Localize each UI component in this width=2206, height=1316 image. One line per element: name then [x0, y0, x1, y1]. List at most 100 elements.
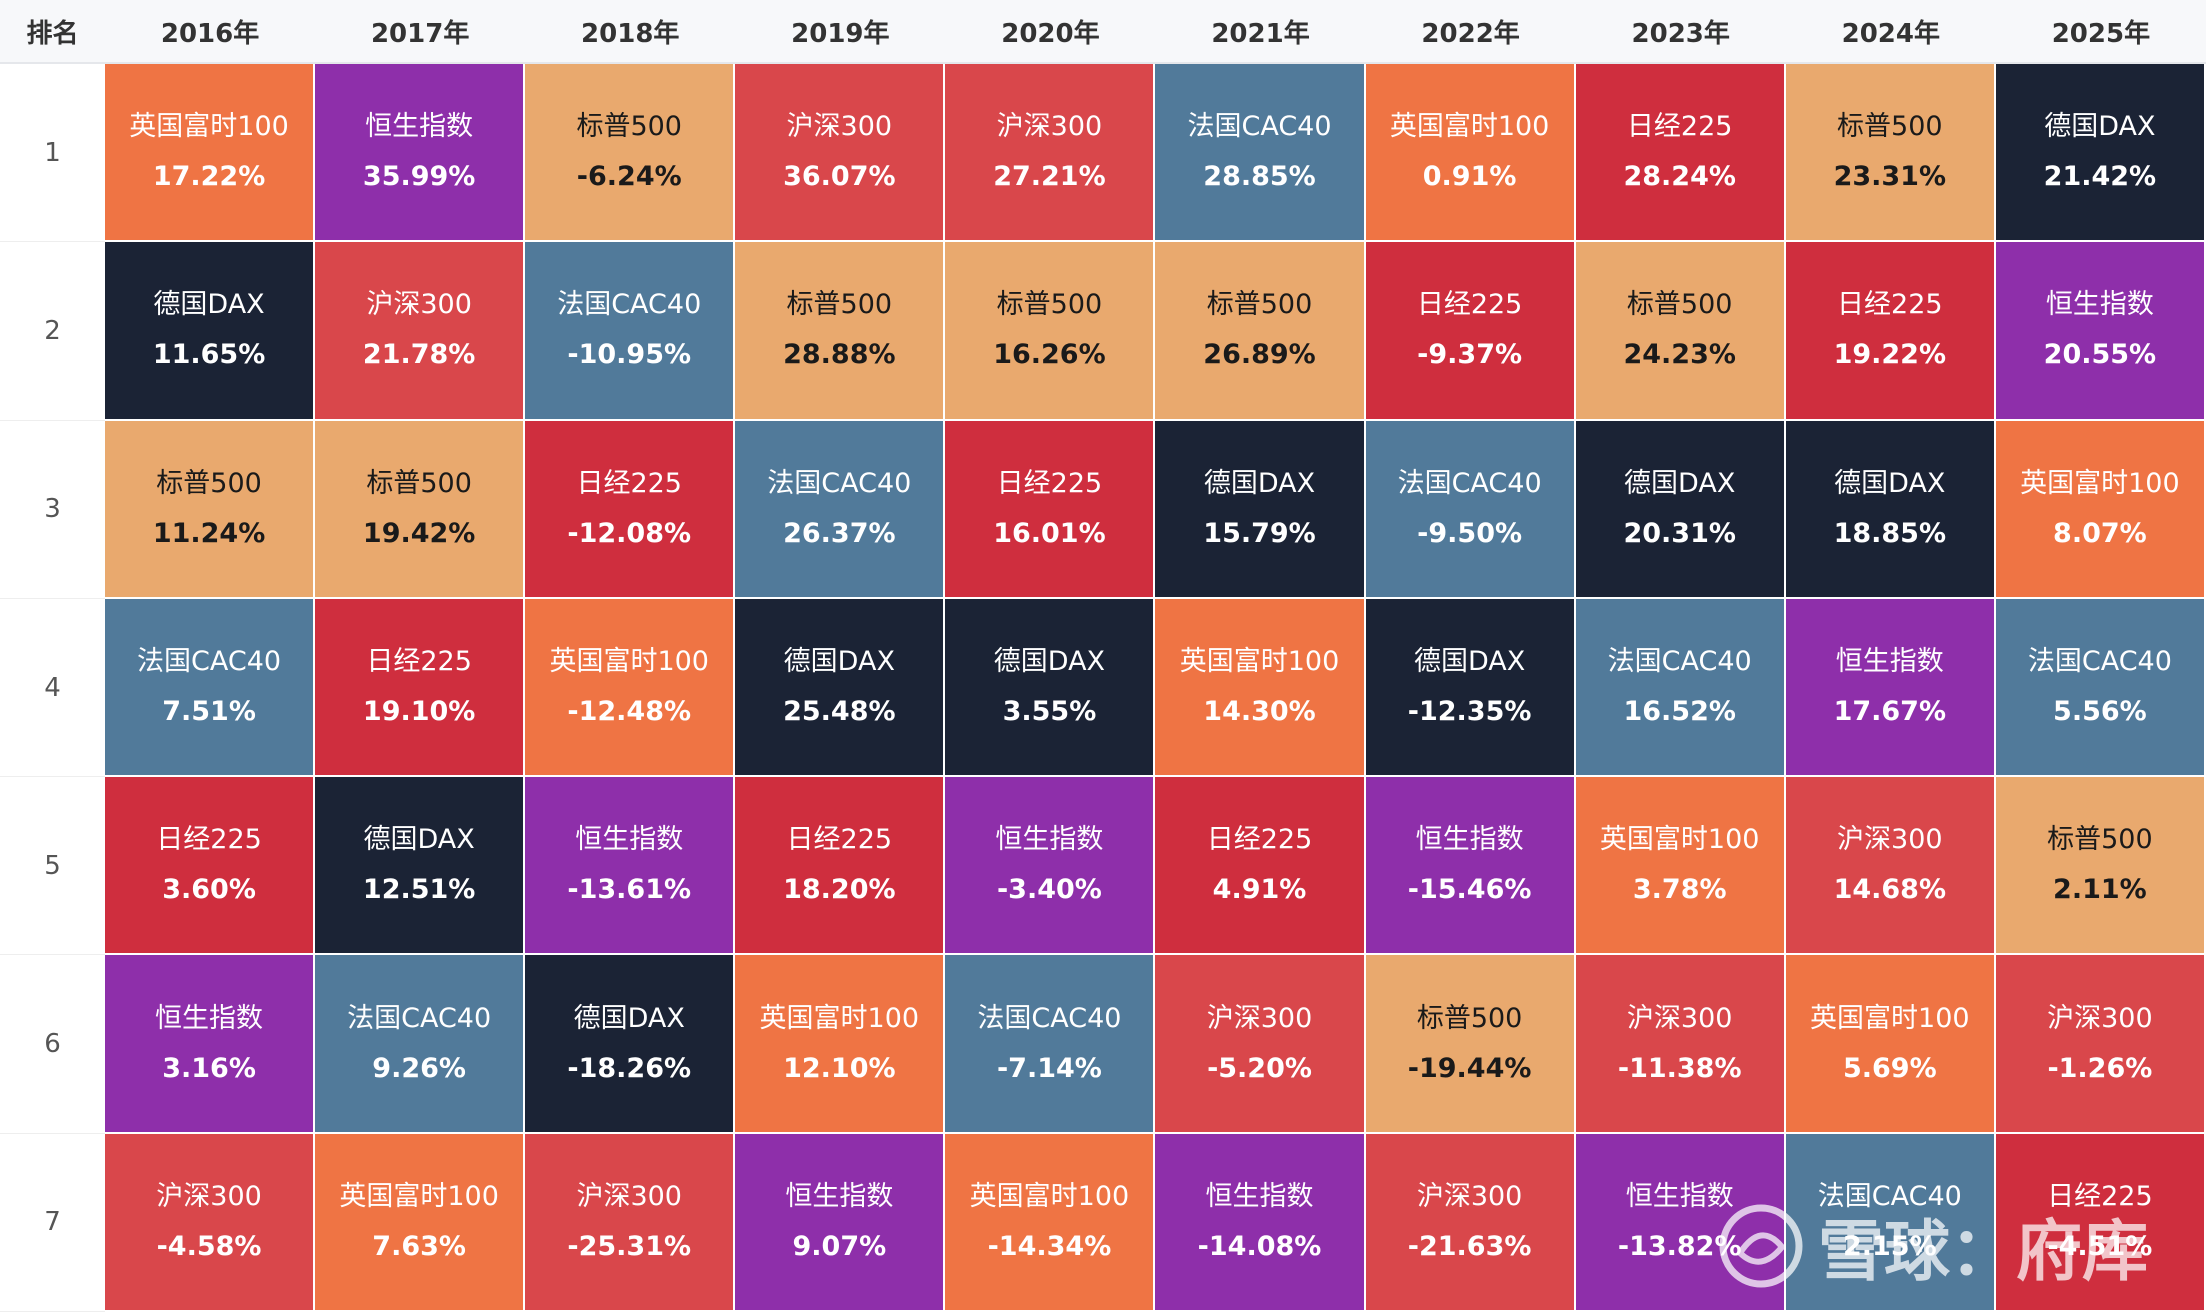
return-value: 35.99% — [362, 161, 476, 193]
return-value: 16.52% — [1623, 696, 1736, 728]
return-value: 8.07% — [2053, 517, 2147, 549]
heatmap-cell: 恒生指数 20.55% — [1995, 242, 2206, 421]
index-name: 标普500 — [1206, 289, 1313, 321]
index-name: 德国DAX — [1413, 646, 1526, 678]
heatmap-cell: 德国DAX 12.51% — [315, 777, 526, 956]
index-name: 法国CAC40 — [137, 646, 282, 678]
index-name: 德国DAX — [363, 824, 475, 856]
index-name: 沪深300 — [786, 111, 893, 143]
return-value: 26.37% — [783, 517, 896, 549]
index-name: 日经225 — [1416, 289, 1523, 321]
index-name: 恒生指数 — [1625, 1180, 1734, 1212]
heatmap-cell: 德国DAX 18.85% — [1785, 420, 1996, 599]
rank-label: 3 — [0, 420, 105, 599]
heatmap-cell: 恒生指数 -15.46% — [1365, 777, 1576, 956]
year-header: 2024年 — [1785, 0, 1996, 64]
heatmap-cell: 标普500 2.11% — [1995, 777, 2206, 956]
heatmap-cell: 英国富时100 8.07% — [1995, 420, 2206, 599]
return-value: 3.78% — [1632, 874, 1727, 906]
heatmap-cell: 沪深300 21.78% — [315, 242, 526, 421]
index-name: 日经225 — [996, 467, 1103, 499]
rank-label: 7 — [0, 1133, 105, 1313]
year-header: 2022年 — [1365, 0, 1576, 64]
return-value: -18.26% — [567, 1052, 692, 1084]
index-name: 日经225 — [2047, 1180, 2153, 1212]
return-value: 3.60% — [162, 874, 256, 906]
index-name: 英国富时100 — [759, 1002, 920, 1034]
heatmap-cell: 英国富时100 3.78% — [1575, 777, 1786, 956]
index-name: 恒生指数 — [365, 111, 474, 143]
heatmap-cell: 日经225 28.24% — [1575, 64, 1786, 243]
return-value: 28.24% — [1623, 161, 1736, 193]
heatmap-cell: 恒生指数 17.67% — [1785, 598, 1996, 778]
return-value: 14.30% — [1203, 696, 1316, 728]
heatmap-cell: 德国DAX 20.31% — [1575, 420, 1786, 599]
return-value: -11.38% — [1617, 1052, 1742, 1084]
heatmap-cell: 德国DAX 25.48% — [735, 598, 946, 778]
heatmap-cell: 德国DAX 15.79% — [1155, 420, 1366, 599]
return-value: -5.20% — [1207, 1052, 1312, 1084]
heatmap-cell: 日经225 4.91% — [1155, 777, 1366, 956]
heatmap-cell: 沪深300 36.07% — [735, 64, 946, 243]
heatmap-cell: 法国CAC40 5.56% — [1995, 598, 2206, 778]
return-value: 17.67% — [1833, 696, 1947, 728]
return-value: 28.85% — [1203, 161, 1316, 193]
heatmap-cell: 英国富时100 14.30% — [1155, 598, 1366, 778]
year-header: 2021年 — [1155, 0, 1366, 64]
index-name: 标普500 — [1416, 1002, 1523, 1034]
year-header: 2025年 — [1995, 0, 2206, 64]
index-name: 英国富时100 — [1389, 111, 1550, 143]
return-value: 4.91% — [1212, 874, 1307, 906]
index-name: 英国富时100 — [549, 646, 709, 678]
return-value: 7.51% — [162, 696, 256, 728]
index-name: 德国DAX — [153, 289, 265, 321]
index-name: 英国富时100 — [1599, 824, 1760, 856]
return-value: -12.35% — [1407, 696, 1532, 728]
return-value: -14.34% — [987, 1230, 1112, 1262]
return-value: 15.79% — [1203, 517, 1316, 549]
index-name: 标普500 — [576, 111, 682, 143]
index-name: 恒生指数 — [995, 824, 1104, 856]
index-name: 沪深300 — [1416, 1180, 1523, 1212]
heatmap-cell: 日经225 19.22% — [1785, 242, 1996, 421]
heatmap-cell: 沪深300 27.21% — [945, 64, 1156, 243]
return-value: 20.55% — [2043, 339, 2157, 371]
return-value: 17.22% — [152, 161, 266, 193]
heatmap-cell: 沪深300 -21.63% — [1365, 1133, 1576, 1313]
return-value: -3.40% — [996, 874, 1102, 906]
return-value: 11.24% — [152, 517, 266, 549]
index-name: 法国CAC40 — [1817, 1180, 1962, 1212]
return-value: -14.08% — [1197, 1230, 1322, 1262]
heatmap-cell: 英国富时100 17.22% — [105, 64, 316, 243]
heatmap-cell: 标普500 23.31% — [1785, 64, 1996, 243]
index-name: 德国DAX — [1203, 467, 1316, 499]
heatmap-cell: 沪深300 -25.31% — [525, 1133, 736, 1313]
heatmap-cell: 英国富时100 -14.34% — [945, 1133, 1156, 1313]
return-value: 21.42% — [2043, 161, 2157, 193]
heatmap-cell: 恒生指数 3.16% — [105, 955, 316, 1134]
index-name: 法国CAC40 — [2027, 646, 2172, 678]
heatmap-cell: 德国DAX 21.42% — [1995, 64, 2206, 243]
heatmap-cell: 标普500 19.42% — [315, 420, 526, 599]
index-name: 标普500 — [1626, 289, 1733, 321]
index-name: 沪深300 — [1206, 1002, 1313, 1034]
index-name: 日经225 — [156, 824, 262, 856]
index-name: 标普500 — [366, 467, 472, 499]
index-name: 法国CAC40 — [1397, 467, 1542, 499]
heatmap-cell: 标普500 -19.44% — [1365, 955, 1576, 1134]
return-value: 36.07% — [783, 161, 896, 193]
year-header: 2020年 — [945, 0, 1156, 64]
index-name: 标普500 — [1837, 111, 1943, 143]
heatmap-cell: 法国CAC40 -10.95% — [525, 242, 736, 421]
heatmap-cell: 日经225 -12.08% — [525, 420, 736, 599]
index-name: 标普500 — [996, 289, 1103, 321]
return-value: -13.61% — [567, 874, 692, 906]
heatmap-cell: 标普500 28.88% — [735, 242, 946, 421]
return-value: -6.24% — [576, 161, 682, 193]
index-name: 沪深300 — [576, 1180, 682, 1212]
return-value: 9.07% — [792, 1230, 887, 1262]
heatmap-cell: 标普500 16.26% — [945, 242, 1156, 421]
heatmap-cell: 恒生指数 -13.61% — [525, 777, 736, 956]
index-name: 恒生指数 — [1835, 646, 1944, 678]
return-value: -10.95% — [567, 339, 692, 371]
